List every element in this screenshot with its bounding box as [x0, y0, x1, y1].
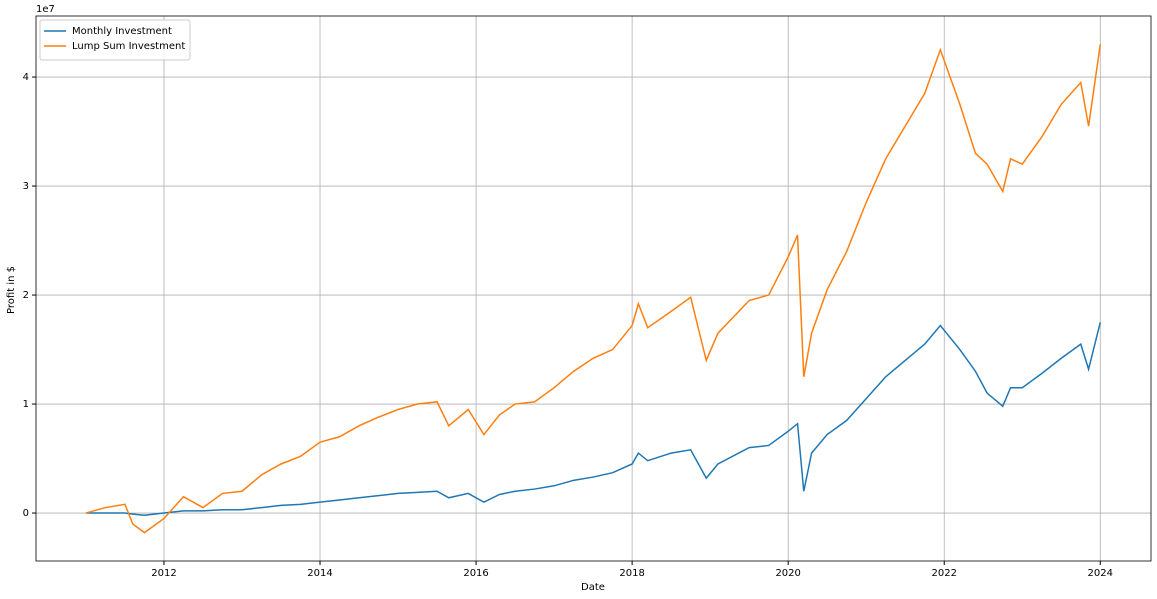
line-series — [85, 44, 1102, 534]
x-axis-label: Date — [581, 582, 605, 593]
y-tick-label: 0 — [23, 508, 29, 519]
legend-label: Lump Sum Investment — [72, 41, 185, 52]
y-tick-label: 4 — [23, 72, 29, 83]
x-tick-label: 2018 — [619, 568, 644, 579]
line-series — [85, 322, 1102, 516]
y-tick-label: 2 — [23, 290, 29, 301]
x-tick-label: 2016 — [463, 568, 488, 579]
x-tick-label: 2014 — [307, 568, 332, 579]
x-tick-label: 2022 — [932, 568, 957, 579]
x-tick-label: 2012 — [151, 568, 176, 579]
y-tick-label: 3 — [23, 181, 29, 192]
y-axis-label: Profit in $ — [6, 266, 17, 314]
legend-box — [39, 19, 191, 61]
legend-label: Monthly Investment — [72, 26, 172, 37]
y-offset-label: 1e7 — [36, 4, 55, 15]
axes-frame — [35, 15, 1152, 562]
x-tick-label: 2020 — [775, 568, 800, 579]
x-tick-label: 2024 — [1088, 568, 1113, 579]
y-tick-label: 1 — [23, 399, 29, 410]
